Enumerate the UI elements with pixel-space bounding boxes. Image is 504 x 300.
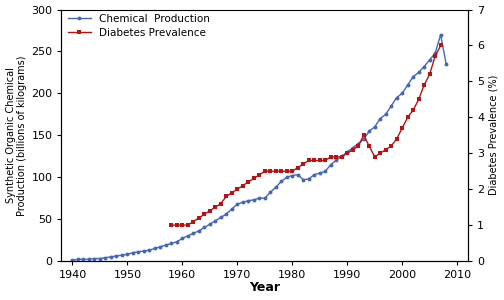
Line: Diabetes Prevalence: Diabetes Prevalence xyxy=(169,44,443,227)
Diabetes Prevalence xyxy=(416,98,422,101)
Diabetes Prevalence xyxy=(383,148,389,152)
Diabetes Prevalence xyxy=(289,169,295,173)
Diabetes Prevalence xyxy=(377,152,383,155)
Diabetes Prevalence xyxy=(229,191,235,195)
Diabetes Prevalence xyxy=(317,159,323,162)
Chemical  Production xyxy=(97,257,103,260)
Diabetes Prevalence xyxy=(410,108,416,112)
Chemical  Production xyxy=(432,51,438,55)
Diabetes Prevalence xyxy=(207,209,213,212)
Diabetes Prevalence xyxy=(256,173,262,177)
Chemical  Production xyxy=(437,33,444,37)
Diabetes Prevalence xyxy=(405,116,411,119)
Diabetes Prevalence xyxy=(399,126,405,130)
Diabetes Prevalence xyxy=(322,159,328,162)
Diabetes Prevalence xyxy=(344,152,350,155)
Diabetes Prevalence xyxy=(306,159,312,162)
Diabetes Prevalence xyxy=(388,144,394,148)
Diabetes Prevalence xyxy=(333,155,339,159)
Line: Chemical  Production: Chemical Production xyxy=(71,33,448,262)
Diabetes Prevalence xyxy=(295,166,301,169)
Y-axis label: Diabetes Prevalence (%): Diabetes Prevalence (%) xyxy=(488,75,498,196)
Diabetes Prevalence xyxy=(278,169,284,173)
Diabetes Prevalence xyxy=(223,195,229,198)
Diabetes Prevalence xyxy=(355,144,361,148)
Diabetes Prevalence xyxy=(234,188,240,191)
Diabetes Prevalence xyxy=(437,44,444,47)
Diabetes Prevalence xyxy=(366,144,372,148)
Diabetes Prevalence xyxy=(201,212,207,216)
Legend: Chemical  Production, Diabetes Prevalence: Chemical Production, Diabetes Prevalence xyxy=(66,12,212,40)
Diabetes Prevalence xyxy=(426,72,432,76)
Diabetes Prevalence xyxy=(284,169,290,173)
Diabetes Prevalence xyxy=(245,180,251,184)
Diabetes Prevalence xyxy=(168,223,174,227)
Diabetes Prevalence xyxy=(212,205,218,209)
Diabetes Prevalence xyxy=(394,137,400,141)
Diabetes Prevalence xyxy=(339,155,345,159)
Diabetes Prevalence xyxy=(421,83,427,87)
Diabetes Prevalence xyxy=(328,155,334,159)
Diabetes Prevalence xyxy=(432,55,438,58)
Diabetes Prevalence xyxy=(361,134,367,137)
Diabetes Prevalence xyxy=(174,223,180,227)
Diabetes Prevalence xyxy=(240,184,246,188)
Diabetes Prevalence xyxy=(185,223,191,227)
Diabetes Prevalence xyxy=(311,159,318,162)
Diabetes Prevalence xyxy=(196,216,202,220)
Diabetes Prevalence xyxy=(191,220,197,223)
Chemical  Production xyxy=(196,229,202,233)
X-axis label: Year: Year xyxy=(249,281,280,294)
Chemical  Production xyxy=(443,62,449,66)
Diabetes Prevalence xyxy=(350,148,356,152)
Diabetes Prevalence xyxy=(273,169,279,173)
Diabetes Prevalence xyxy=(218,202,224,205)
Diabetes Prevalence xyxy=(179,223,185,227)
Diabetes Prevalence xyxy=(300,162,306,166)
Chemical  Production xyxy=(191,232,197,235)
Diabetes Prevalence xyxy=(251,177,257,180)
Diabetes Prevalence xyxy=(262,169,268,173)
Chemical  Production xyxy=(70,258,76,262)
Diabetes Prevalence xyxy=(371,155,377,159)
Chemical  Production xyxy=(141,249,147,253)
Diabetes Prevalence xyxy=(267,169,273,173)
Chemical  Production xyxy=(284,176,290,179)
Y-axis label: Synthetic Organic Chemical
Production (billions of kilograms): Synthetic Organic Chemical Production (b… xyxy=(6,55,27,215)
